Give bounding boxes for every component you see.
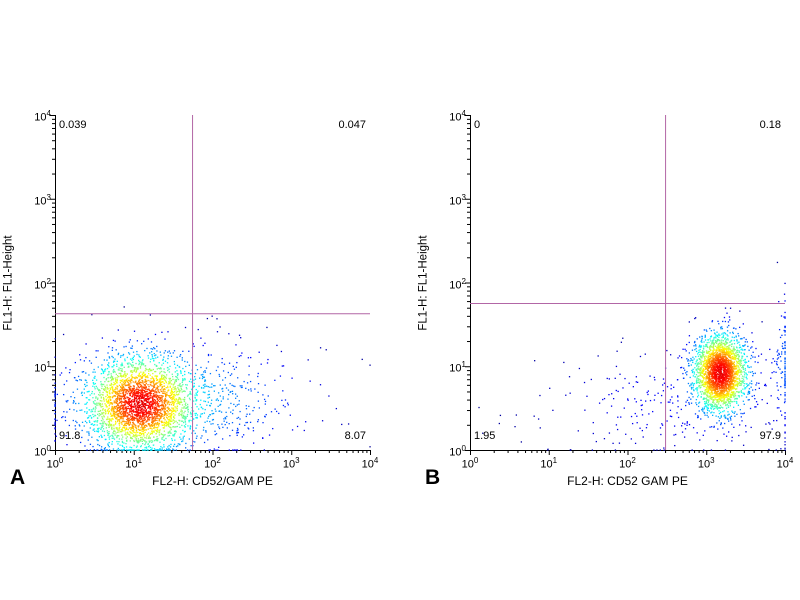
y-tick-label: 103 xyxy=(34,192,51,208)
y-tick-label: 104 xyxy=(449,109,466,124)
quadrant-stat-upper-right: 0.18 xyxy=(759,119,781,131)
y-axis-label: FL1-H: FL1-Height xyxy=(3,234,16,331)
y-tick-label: 102 xyxy=(449,276,466,292)
quadrant-stat-lower-left: 1.95 xyxy=(474,430,496,442)
scatter-plot-canvas xyxy=(415,95,800,535)
scatter-plot-canvas xyxy=(0,95,395,535)
x-tick-label: 100 xyxy=(461,456,479,471)
x-tick-label: 104 xyxy=(776,456,794,471)
y-tick-label: 100 xyxy=(34,444,51,459)
flow-plot-panel-a: FL1-H: FL1-Height 100 101 102 103 104 100 101… xyxy=(0,95,395,535)
y-axis-label: FL1-H: FL1-Height xyxy=(418,234,431,331)
x-tick-label: 104 xyxy=(361,456,379,471)
y-tick-label: 101 xyxy=(34,360,51,375)
y-tick-label: 100 xyxy=(449,444,466,459)
quadrant-stat-upper-left: 0 xyxy=(474,119,481,131)
x-tick-label: 103 xyxy=(697,456,715,471)
x-tick-label: 100 xyxy=(46,456,64,471)
quadrant-stat-upper-left: 0.039 xyxy=(59,119,87,131)
x-tick-label: 101 xyxy=(540,456,558,471)
y-axis-label-wrap: FL1-H: FL1-Height xyxy=(0,115,18,450)
quadrant-stat-lower-left: 91.8 xyxy=(59,430,81,442)
y-tick-label: 102 xyxy=(34,276,51,292)
panel-label: A xyxy=(10,466,26,489)
y-axis-label-wrap: FL1-H: FL1-Height xyxy=(415,115,433,450)
flow-plot-panel-b: FL1-H: FL1-Height 100 101 102 103 104 100 101… xyxy=(415,95,800,535)
x-tick-label: 102 xyxy=(619,456,636,471)
x-tick-label: 103 xyxy=(282,456,300,471)
quadrant-stat-lower-right: 8.07 xyxy=(344,430,366,442)
quadrant-stat-upper-right: 0.047 xyxy=(338,119,366,131)
x-axis-label: FL2-H: CD52/GAM PE xyxy=(152,474,273,488)
x-axis-label: FL2-H: CD52 GAM PE xyxy=(567,474,688,488)
panel-label: B xyxy=(425,466,441,489)
quadrant-stat-lower-right: 97.9 xyxy=(759,430,781,442)
y-tick-label: 103 xyxy=(449,192,466,208)
x-tick-label: 101 xyxy=(125,456,143,471)
y-tick-label: 104 xyxy=(34,109,51,124)
x-tick-label: 102 xyxy=(204,456,221,471)
y-tick-label: 101 xyxy=(449,360,466,375)
